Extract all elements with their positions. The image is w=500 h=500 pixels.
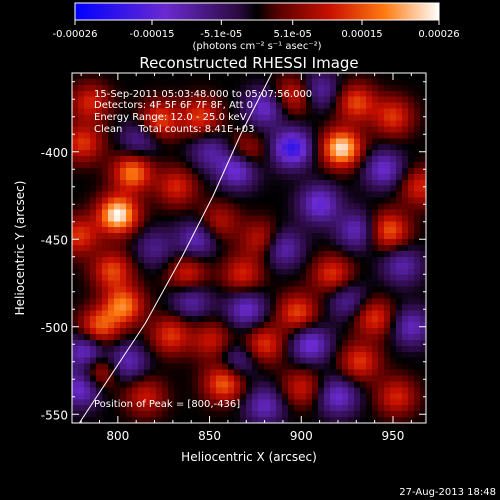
solar-limb-curve [78,73,273,423]
x-axis-label: Heliocentric X (arcsec) [181,450,317,464]
colorbar-tick-label: -5.1e-05 [200,29,242,40]
chart-title: Reconstructed RHESSI Image [139,54,358,72]
x-tick-label: 900 [290,429,313,443]
colorbar-tick-label: -0.00026 [53,29,98,40]
x-tick-label: 850 [198,429,221,443]
colorbar-unit-label: (photons cm⁻² s⁻¹ asec⁻²) [192,41,321,52]
x-axis-ticks: 800 850 900 950 [80,73,412,443]
y-axis-label: Heliocentric Y (arcsec) [13,181,27,316]
heatmap-area [72,73,426,423]
x-tick-label: 800 [106,429,129,443]
colorbar-tick-label: -0.00015 [130,29,175,40]
colorbar [74,2,440,21]
annotation-energy: Energy Range: 12.0 - 25.0 keV [94,112,247,123]
annotation-detectors: Detectors: 4F 5F 6F 7F 8F, Att 0 [94,100,253,111]
annotation-time: 15-Sep-2011 05:03:48.000 to 05:07:56.000 [94,89,312,100]
annotation-peak: Position of Peak = [800,-436] [94,399,240,410]
plot-frame [71,72,427,424]
x-tick-label: 950 [382,429,405,443]
annotation-clean: Clean Total counts: 8.41E+03 [94,124,254,135]
footer-timestamp: 27-Aug-2013 18:48 [399,487,496,498]
colorbar-tick-label: 0.00026 [418,29,459,40]
colorbar-ticks: -0.00026 -0.00015 -5.1e-05 5.1e-05 0.00015 0.… [53,20,460,40]
y-tick-label: -400 [41,146,68,160]
heatmap-image [72,73,426,423]
y-axis-ticks: -400 -450 -500 -550 [41,81,426,422]
y-tick-label: -450 [41,233,68,247]
colorbar-tick-label: 0.00015 [341,29,382,40]
colorbar-tick-label: 5.1e-05 [274,29,312,40]
y-tick-label: -550 [41,408,68,422]
y-tick-label: -500 [41,321,68,335]
